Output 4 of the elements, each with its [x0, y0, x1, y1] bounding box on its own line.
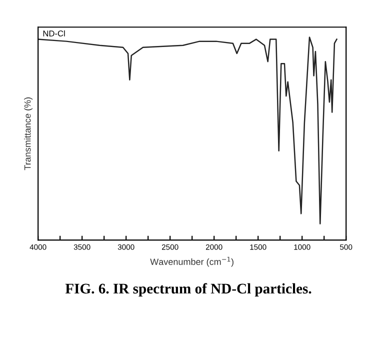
x-axis-title: Wavenumber (cm$^{−1}$): [150, 256, 234, 267]
text: FIG. 6. IR spectrum of ND-Cl particles.: [65, 283, 312, 297]
y-axis-title: Transmittance (%): [24, 97, 33, 170]
text: ND-Cl: [43, 30, 65, 36]
